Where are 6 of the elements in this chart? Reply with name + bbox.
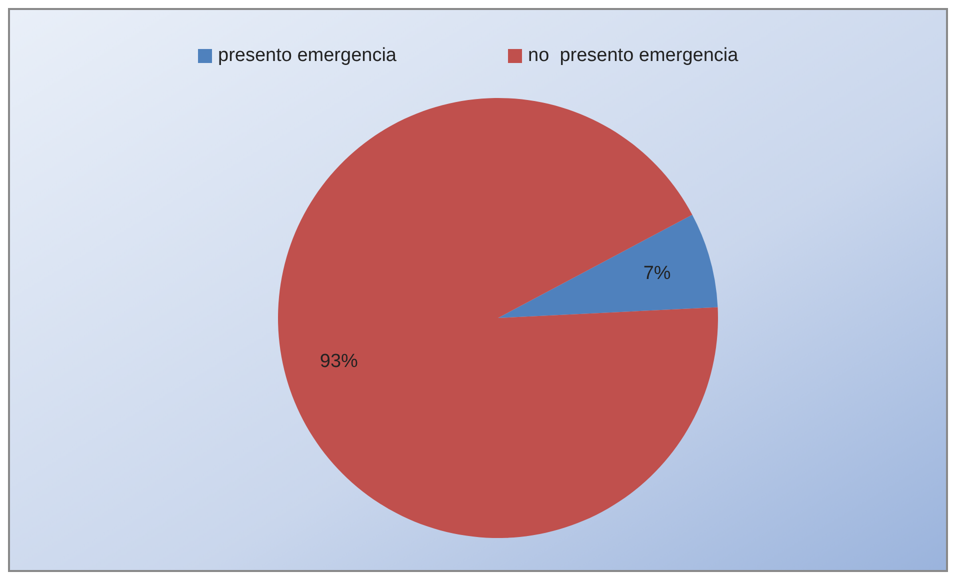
- data-label: 93%: [320, 350, 358, 372]
- pie-slice: [498, 214, 718, 318]
- legend-label: no presento emergencia: [528, 45, 739, 66]
- pie-slice: [278, 98, 718, 538]
- legend-label: presento emergencia: [218, 45, 397, 66]
- data-label: 7%: [643, 263, 671, 284]
